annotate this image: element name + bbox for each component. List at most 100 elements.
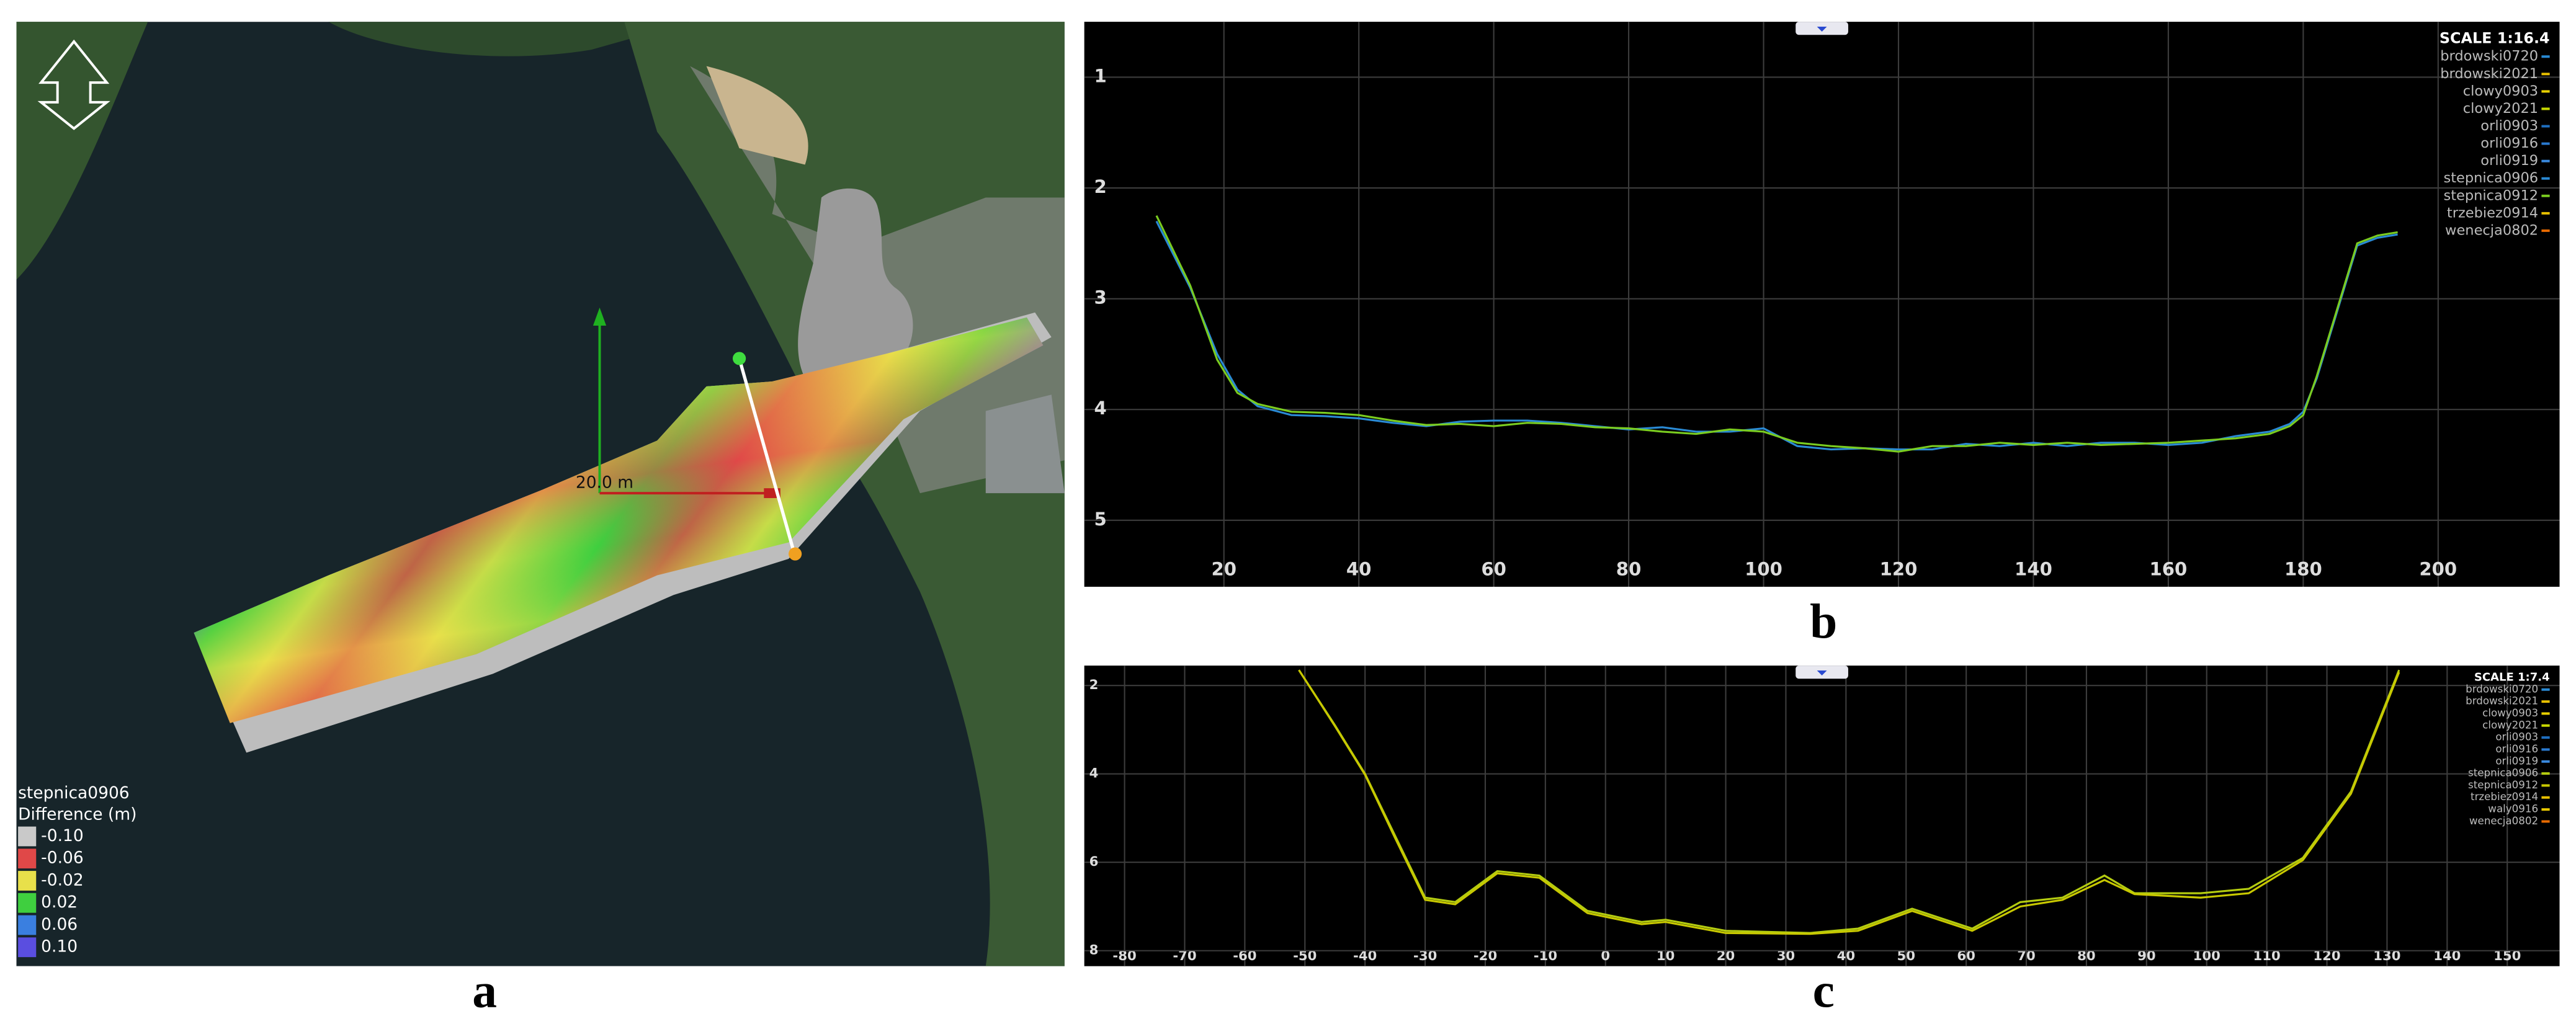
panel-label: b bbox=[1810, 594, 1837, 649]
y-tick-label: 2 bbox=[1089, 677, 1099, 692]
x-tick-label: 40 bbox=[1346, 559, 1372, 580]
legend-label: clowy2021 bbox=[2463, 100, 2538, 117]
legend-label: -0.02 bbox=[41, 870, 83, 889]
legend-label: clowy2021 bbox=[2482, 719, 2538, 731]
x-tick-label: 180 bbox=[2284, 559, 2322, 580]
x-tick-label: 130 bbox=[2373, 948, 2400, 963]
legend-label: trzebiez0914 bbox=[2471, 791, 2538, 803]
tab-arrow bbox=[1817, 670, 1827, 675]
x-tick-label: 80 bbox=[2077, 948, 2095, 963]
legend-label: wenecja0802 bbox=[2445, 222, 2538, 238]
legend-label: 0.06 bbox=[41, 915, 78, 934]
legend-label: wenecja0802 bbox=[2469, 815, 2538, 827]
legend-subtitle: Difference (m) bbox=[18, 805, 136, 824]
legend-swatch bbox=[18, 826, 37, 847]
legend-label: 0.02 bbox=[41, 893, 78, 912]
legend-label: stepnica0906 bbox=[2443, 170, 2538, 186]
x-tick-label: -30 bbox=[1413, 948, 1437, 963]
survey-texture bbox=[194, 317, 1044, 723]
x-tick-label: 160 bbox=[2150, 559, 2188, 580]
legend-swatch bbox=[18, 937, 37, 958]
panel-label: a bbox=[472, 964, 497, 1018]
legend-swatch bbox=[18, 915, 37, 935]
x-tick-label: 70 bbox=[2017, 948, 2035, 963]
profile-end bbox=[789, 547, 802, 561]
legend-label: stepnica0912 bbox=[2443, 187, 2538, 203]
legend-label: brdowski2021 bbox=[2440, 66, 2538, 82]
legend-label: -0.06 bbox=[41, 849, 83, 868]
map: 20.0 m stepnica0906 Difference (m) -0.10… bbox=[16, 22, 1065, 966]
arrow-head bbox=[593, 307, 607, 326]
legend-label: clowy0903 bbox=[2463, 83, 2538, 99]
y-tick-label: 3 bbox=[1094, 287, 1107, 308]
legend-label: stepnica0912 bbox=[2468, 779, 2538, 791]
legend-label: brdowski2021 bbox=[2466, 695, 2538, 707]
land bbox=[16, 22, 148, 280]
x-tick-label: 20 bbox=[1211, 559, 1237, 580]
x-tick-label: -10 bbox=[1534, 948, 1557, 963]
profile-start bbox=[732, 352, 746, 365]
x-tick-label: 90 bbox=[2137, 948, 2155, 963]
x-tick-label: 10 bbox=[1657, 948, 1675, 963]
profile-line bbox=[1155, 215, 2398, 453]
x-tick-label: -20 bbox=[1474, 948, 1497, 963]
profile-line bbox=[1155, 220, 2398, 451]
x-tick-label: 140 bbox=[2015, 559, 2052, 580]
tab-arrow bbox=[1817, 27, 1827, 32]
y-tick-label: 4 bbox=[1089, 765, 1099, 781]
scale-title: SCALE 1:16.4 bbox=[2440, 30, 2550, 47]
profile-line bbox=[738, 358, 795, 551]
x-tick-label: 50 bbox=[1897, 948, 1915, 963]
beach bbox=[706, 66, 808, 165]
x-tick-label: 30 bbox=[1777, 948, 1795, 963]
legend-label: clowy0903 bbox=[2482, 707, 2538, 719]
x-tick-label: 200 bbox=[2419, 559, 2457, 580]
legend-label: trzebiez0914 bbox=[2447, 205, 2538, 221]
x-tick-label: -70 bbox=[1173, 948, 1196, 963]
legend-label: brdowski0720 bbox=[2440, 48, 2538, 65]
profile-line bbox=[1298, 669, 2400, 935]
scale-label: 20.0 m bbox=[576, 473, 633, 492]
y-tick-label: 8 bbox=[1089, 942, 1099, 958]
legend-label: orli0919 bbox=[2480, 153, 2538, 169]
x-tick-label: 40 bbox=[1837, 948, 1855, 963]
x-tick-label: 150 bbox=[2493, 948, 2521, 963]
x-tick-label: 140 bbox=[2433, 948, 2461, 963]
x-tick-label: -50 bbox=[1293, 948, 1317, 963]
x-tick-label: 60 bbox=[1957, 948, 1975, 963]
legend-label: orli0919 bbox=[2495, 755, 2538, 767]
profile-chart: 20 40 60 80 100 120 140 160 180 200 1 2 3 4 5 SCALE 1:1… bbox=[1084, 22, 2560, 587]
building-silhouette bbox=[798, 188, 913, 378]
y-tick-label: 5 bbox=[1094, 509, 1107, 530]
profile-chart: -80 -70 -60 -50 -40 -30 -20 -10 0 10 20 30 40 50 60 70 8… bbox=[1084, 666, 2560, 966]
x-tick-label: -80 bbox=[1112, 948, 1136, 963]
y-tick-label: 1 bbox=[1094, 65, 1107, 86]
legend-swatch bbox=[18, 871, 37, 891]
legend-label: -0.10 bbox=[41, 826, 83, 845]
x-tick-label: 120 bbox=[1880, 559, 1918, 580]
map-legend: -0.10 -0.06 -0.02 0.02 0.06 0.10 bbox=[18, 826, 84, 958]
north-arrow bbox=[37, 39, 110, 130]
legend-label: waly0916 bbox=[2488, 803, 2538, 815]
y-tick-label: 6 bbox=[1089, 853, 1099, 869]
land bbox=[16, 22, 691, 56]
legend-swatch bbox=[18, 849, 37, 869]
x-tick-label: -40 bbox=[1353, 948, 1377, 963]
y-tick-label: 4 bbox=[1094, 398, 1107, 419]
x-tick-label: 80 bbox=[1616, 559, 1642, 580]
x-tick-label: 120 bbox=[2313, 948, 2340, 963]
x-tick-label: 0 bbox=[1601, 948, 1610, 963]
plot-background bbox=[1084, 22, 2560, 587]
legend-label: orli0903 bbox=[2480, 118, 2538, 134]
x-tick-label: 100 bbox=[2193, 948, 2220, 963]
y-tick-label: 2 bbox=[1094, 176, 1107, 197]
x-tick-label: 110 bbox=[2253, 948, 2281, 963]
plot-background bbox=[1084, 666, 2560, 966]
legend-label: orli0916 bbox=[2495, 743, 2538, 755]
legend-label: orli0916 bbox=[2480, 135, 2538, 151]
legend-label: brdowski0720 bbox=[2466, 683, 2538, 695]
building bbox=[985, 394, 1065, 494]
scale-title: SCALE 1:7.4 bbox=[2474, 670, 2550, 684]
